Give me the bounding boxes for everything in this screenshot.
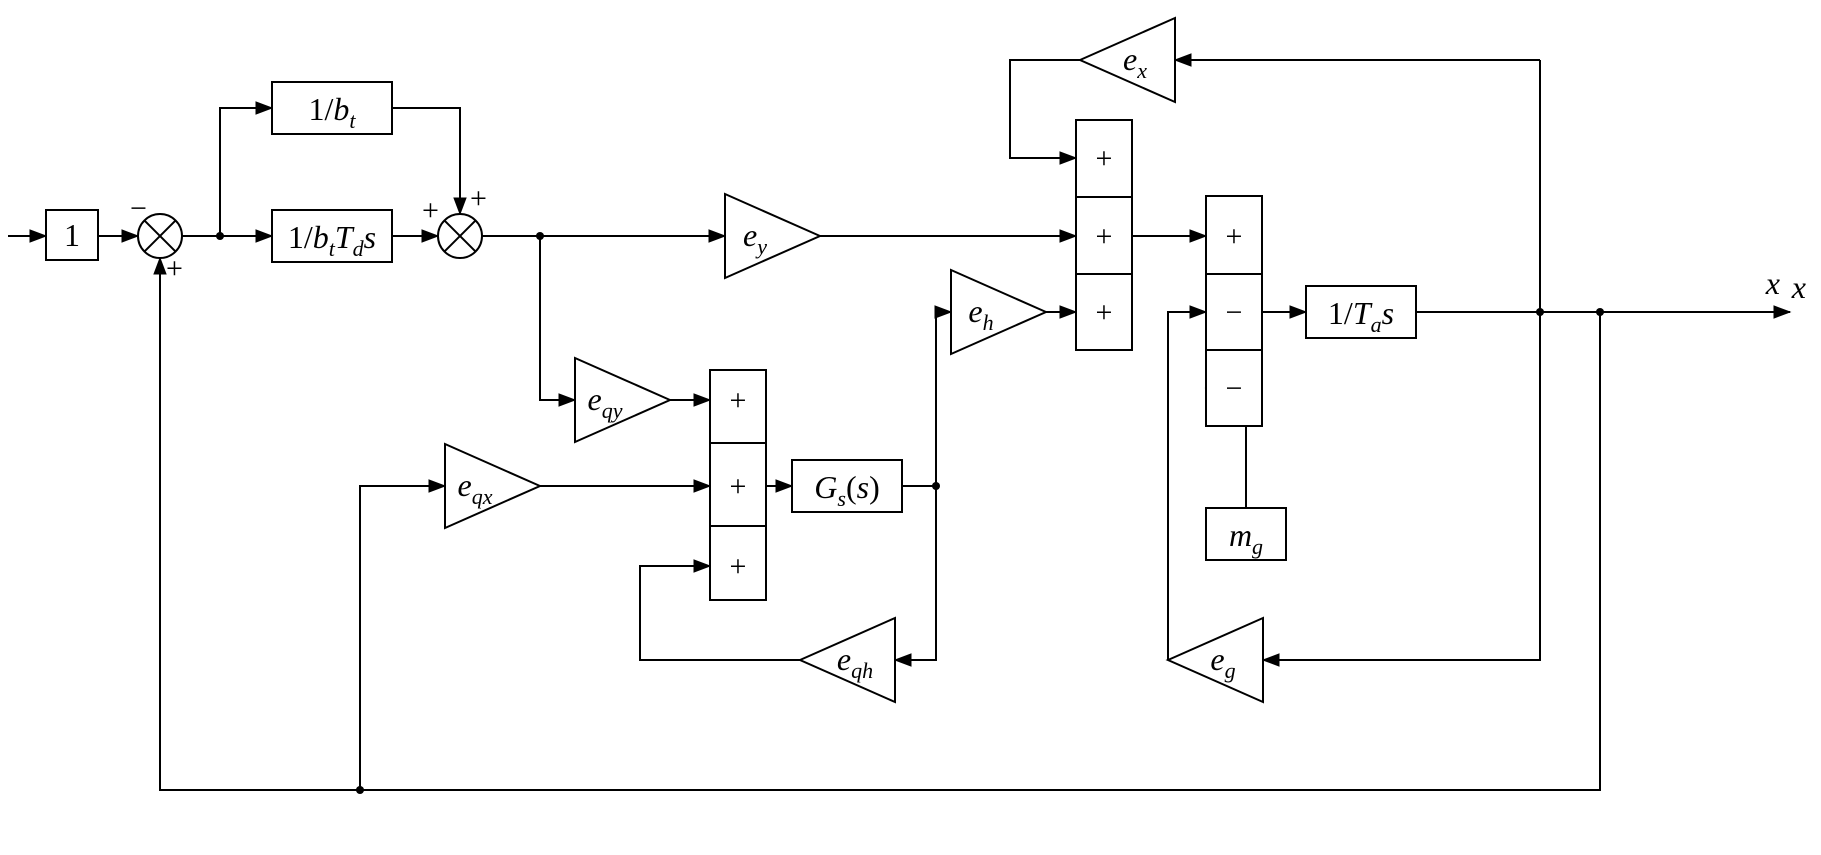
sum-circle-2: [438, 214, 482, 258]
svg-text:1: 1: [64, 217, 80, 253]
gain-eh: [951, 270, 1046, 354]
gains: [445, 18, 1263, 702]
svg-text:Gs(s): Gs(s): [814, 469, 879, 511]
svg-text:+: +: [730, 470, 747, 503]
svg-text:1/Tas: 1/Tas: [1328, 295, 1394, 337]
svg-text:+: +: [1226, 220, 1243, 253]
block-diagram: 11/bt1/btTdsGs(s)1/Tasmgeyeqyeqxeheqhexe…: [0, 0, 1806, 794]
svg-text:1/bt: 1/bt: [308, 91, 356, 133]
svg-text:x: x: [1791, 269, 1806, 305]
svg-text:+: +: [1096, 296, 1113, 329]
svg-text:−: −: [1226, 372, 1243, 405]
svg-text:+: +: [730, 550, 747, 583]
svg-text:+: +: [422, 194, 439, 227]
svg-text:+: +: [470, 182, 487, 215]
labels: 11/bt1/btTdsGs(s)1/Tasmgeyeqyeqxeheqhexe…: [0, 0, 1806, 683]
svg-text:+: +: [1096, 142, 1113, 175]
svg-text:+: +: [730, 384, 747, 417]
svg-text:−: −: [1226, 296, 1243, 329]
svg-text:x: x: [1765, 265, 1780, 301]
gain-ey: [725, 194, 820, 278]
svg-text:+: +: [166, 252, 183, 285]
wires: [8, 54, 1790, 794]
svg-text:+: +: [1096, 220, 1113, 253]
svg-text:−: −: [130, 192, 147, 225]
